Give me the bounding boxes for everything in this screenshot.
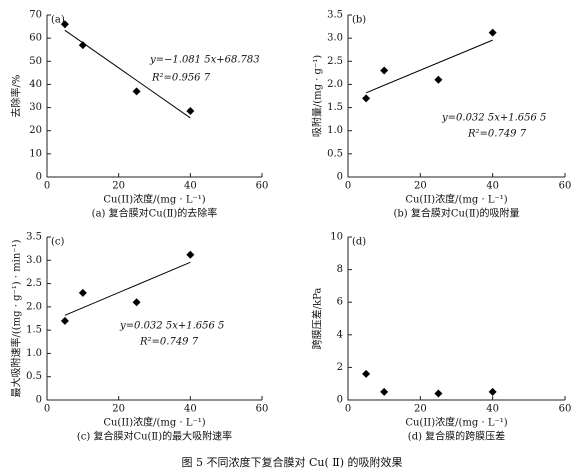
point bbox=[132, 298, 141, 307]
y-tick-label: 10 bbox=[29, 148, 42, 159]
panel-caption: (b) 复合膜对Cu(Ⅱ)的吸附量 bbox=[393, 207, 519, 220]
x-axis-label: Cu(II)浓度/(mg · L⁻¹) bbox=[405, 416, 507, 429]
x-tick-label: 60 bbox=[256, 181, 269, 192]
x-axis-label: Cu(II)浓度/(mg · L⁻¹) bbox=[405, 193, 507, 206]
figure-caption: 图 5 不同浓度下复合膜对 Cu( Ⅱ) 的吸附效果 bbox=[181, 455, 402, 469]
axes bbox=[347, 237, 565, 401]
point bbox=[488, 28, 497, 37]
y-tick-label: 0 bbox=[337, 172, 343, 183]
y-axis-label: 跨膜压差/kPa bbox=[311, 288, 324, 350]
y-tick-label: 1.0 bbox=[26, 348, 42, 359]
point bbox=[488, 387, 497, 396]
x-tick-label: 60 bbox=[256, 404, 269, 415]
y-tick-label: 2.0 bbox=[26, 301, 42, 312]
point bbox=[132, 87, 141, 96]
y-tick-label: 0 bbox=[337, 395, 343, 406]
equation: y=−1.081 5x+68.783 bbox=[149, 55, 260, 66]
panel-label: (a) bbox=[51, 15, 65, 26]
x-tick-label: 60 bbox=[559, 404, 572, 415]
panel-caption: (c) 复合膜对Cu(Ⅱ)的最大吸附速率 bbox=[77, 430, 232, 443]
point bbox=[362, 94, 371, 103]
point bbox=[380, 387, 389, 396]
y-tick-label: 1.0 bbox=[327, 125, 343, 136]
y-tick-label: 20 bbox=[29, 125, 42, 136]
x-tick-label: 60 bbox=[559, 181, 572, 192]
x-tick-label: 0 bbox=[44, 404, 50, 415]
y-tick-label: 2 bbox=[337, 362, 343, 373]
x-tick-label: 40 bbox=[486, 404, 499, 415]
x-tick-label: 0 bbox=[345, 404, 351, 415]
x-tick-label: 20 bbox=[414, 181, 427, 192]
x-tick-label: 0 bbox=[345, 181, 351, 192]
axes bbox=[46, 15, 262, 178]
panel-caption: (d) 复合膜的跨膜压差 bbox=[408, 430, 505, 443]
panel-label: (d) bbox=[352, 237, 366, 248]
y-tick-label: 0.5 bbox=[327, 148, 343, 159]
y-tick-label: 2.5 bbox=[26, 278, 42, 289]
y-tick-label: 4 bbox=[337, 329, 343, 340]
x-tick-label: 40 bbox=[184, 181, 197, 192]
y-tick-label: 40 bbox=[29, 79, 42, 90]
equation: R²=0.749 7 bbox=[467, 129, 527, 140]
axes bbox=[347, 15, 565, 178]
x-tick-label: 20 bbox=[112, 404, 125, 415]
y-tick-label: 0 bbox=[36, 395, 42, 406]
y-axis-label: 吸附量/(mg · g⁻¹) bbox=[311, 55, 324, 137]
point bbox=[362, 369, 371, 378]
point bbox=[380, 66, 389, 75]
y-tick-label: 0.5 bbox=[26, 371, 42, 382]
equation: R²=0.956 7 bbox=[151, 73, 211, 84]
point bbox=[78, 41, 87, 50]
y-tick-label: 3.5 bbox=[327, 10, 343, 21]
trend-line bbox=[365, 39, 493, 94]
point bbox=[434, 389, 443, 398]
equation: y=0.032 5x+1.656 5 bbox=[119, 321, 224, 332]
y-tick-label: 10 bbox=[330, 232, 343, 243]
axes bbox=[46, 237, 262, 401]
y-axis-label: 最大吸附速率/((mg · g⁻¹) · min⁻¹) bbox=[10, 239, 23, 397]
x-tick-label: 20 bbox=[112, 181, 125, 192]
x-axis-label: Cu(II)浓度/(mg · L⁻¹) bbox=[103, 193, 205, 206]
y-tick-label: 3.5 bbox=[26, 232, 42, 243]
y-tick-label: 50 bbox=[29, 56, 42, 67]
y-tick-label: 70 bbox=[29, 10, 42, 21]
point bbox=[60, 20, 69, 29]
panel-caption: (a) 复合膜对Cu(Ⅱ)的去除率 bbox=[92, 207, 218, 220]
trend-line bbox=[64, 261, 191, 316]
x-tick-label: 40 bbox=[184, 404, 197, 415]
y-tick-label: 6 bbox=[337, 297, 343, 308]
point bbox=[78, 288, 87, 297]
panel-label: (c) bbox=[51, 237, 65, 248]
point bbox=[60, 316, 69, 325]
y-tick-label: 60 bbox=[29, 33, 42, 44]
x-tick-label: 0 bbox=[44, 181, 50, 192]
y-tick-label: 1.5 bbox=[26, 325, 42, 336]
y-tick-label: 3.0 bbox=[327, 33, 343, 44]
y-tick-label: 30 bbox=[29, 102, 42, 113]
y-axis-label: 去除率/% bbox=[10, 75, 23, 118]
x-tick-label: 20 bbox=[414, 404, 427, 415]
x-tick-label: 40 bbox=[486, 181, 499, 192]
y-tick-label: 8 bbox=[337, 264, 343, 275]
y-tick-label: 1.5 bbox=[327, 102, 343, 113]
point bbox=[186, 250, 195, 259]
equation: y=0.032 5x+1.656 5 bbox=[441, 113, 546, 124]
point bbox=[186, 107, 195, 116]
y-tick-label: 3.0 bbox=[26, 255, 42, 266]
point bbox=[434, 75, 443, 84]
y-tick-label: 2.5 bbox=[327, 56, 343, 67]
x-axis-label: Cu(II)浓度/(mg · L⁻¹) bbox=[103, 416, 205, 429]
y-tick-label: 0 bbox=[36, 172, 42, 183]
panel-label: (b) bbox=[352, 15, 366, 26]
trend-line bbox=[64, 29, 191, 119]
equation: R²=0.749 7 bbox=[139, 337, 199, 348]
y-tick-label: 2.0 bbox=[327, 79, 343, 90]
